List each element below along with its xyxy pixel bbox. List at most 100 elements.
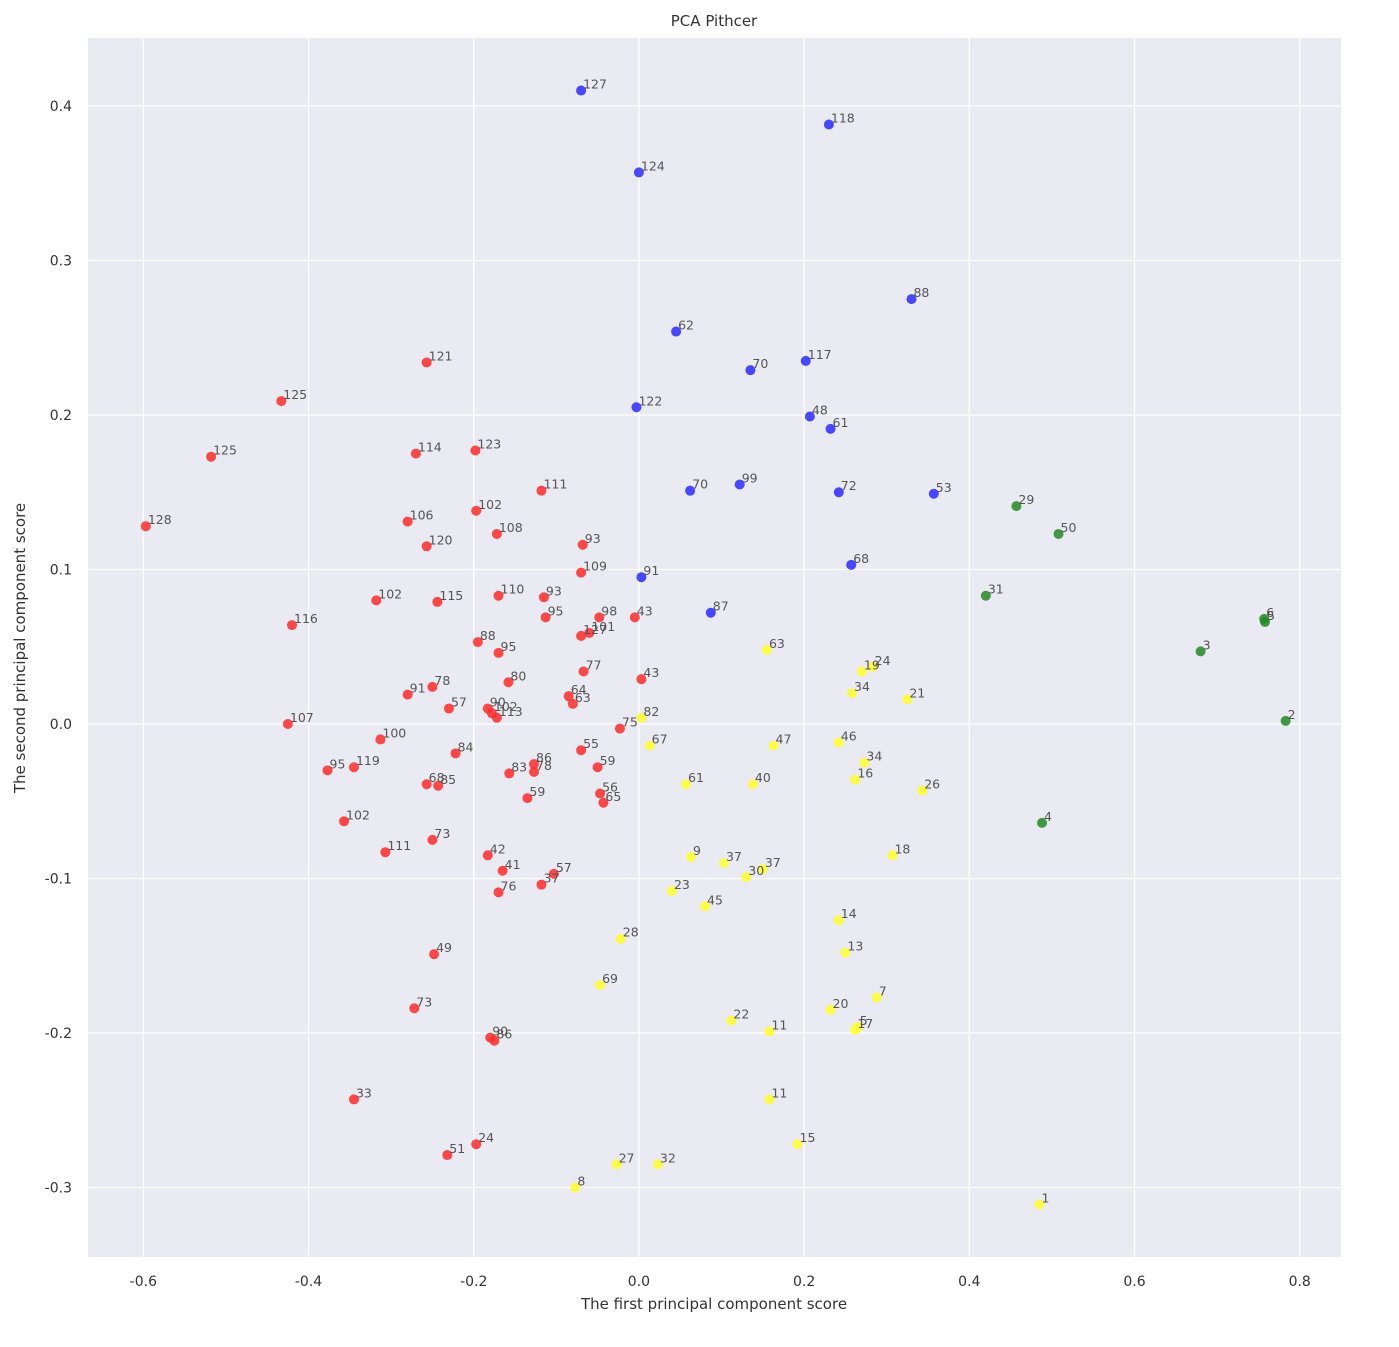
point-label: 70: [692, 477, 708, 492]
point-label: 116: [294, 611, 318, 626]
scatter-point-red: [576, 745, 587, 756]
scatter-point-red: [497, 865, 508, 876]
point-label: 63: [769, 636, 785, 651]
point-label: 57: [556, 860, 572, 875]
scatter-point-yellow: [644, 740, 655, 751]
scatter-point-red: [529, 766, 540, 777]
point-label: 4: [1044, 809, 1052, 824]
point-label: 113: [499, 704, 523, 719]
scatter-point-red: [427, 834, 438, 845]
point-label: 102: [346, 807, 370, 822]
scatter-point-yellow: [768, 740, 779, 751]
scatter-point-yellow: [747, 779, 758, 790]
scatter-point-yellow: [757, 864, 768, 875]
point-label: 15: [800, 1130, 816, 1145]
point-label: 13: [847, 939, 863, 954]
point-label: 34: [866, 749, 882, 764]
point-label: 21: [909, 685, 925, 700]
scatter-point-red: [442, 1150, 453, 1161]
scatter-point-yellow: [764, 1094, 775, 1105]
point-label: 76: [501, 878, 517, 893]
scatter-point-yellow: [666, 885, 677, 896]
scatter-point-red: [282, 718, 293, 729]
scatter-point-red: [421, 357, 432, 368]
scatter-point-yellow: [833, 737, 844, 748]
point-label: 95: [501, 639, 517, 654]
x-tick-label: -0.6: [130, 1274, 157, 1290]
scatter-point-blue: [705, 607, 716, 618]
scatter-point-yellow: [570, 1182, 581, 1193]
scatter-point-red: [276, 396, 287, 407]
point-label: 127: [583, 77, 607, 92]
scatter-point-red: [410, 448, 421, 459]
scatter-point-blue: [800, 355, 811, 366]
scatter-point-red: [472, 637, 483, 648]
point-label: 45: [707, 892, 723, 907]
scatter-point-blue: [825, 423, 836, 434]
scatter-point-yellow: [611, 1159, 622, 1170]
point-label: 88: [913, 285, 929, 300]
scatter-point-red: [503, 677, 514, 688]
scatter-point-blue: [823, 119, 834, 130]
tick-labels: -0.6 -0.4 -0.2 0.0 0.2 0.4 0.6 0.8 -0.3 -0.2 -0.1 0…: [45, 99, 1311, 1290]
point-label: 72: [841, 478, 857, 493]
x-tick-label: 0.6: [1123, 1274, 1145, 1290]
point-label: 100: [382, 725, 406, 740]
point-label: 32: [660, 1150, 676, 1165]
scatter-point-red: [576, 630, 587, 641]
scatter-point-blue: [804, 411, 815, 422]
point-label: 37: [543, 871, 559, 886]
point-label: 78: [434, 673, 450, 688]
point-label: 23: [674, 877, 690, 892]
point-label: 84: [458, 739, 474, 754]
scatter-point-red: [491, 712, 502, 723]
scatter-point-yellow: [859, 757, 870, 768]
scatter-point-blue: [685, 485, 696, 496]
scatter-point-red: [322, 765, 333, 776]
point-label: 122: [638, 393, 662, 408]
x-tick-label: -0.4: [295, 1274, 322, 1290]
point-label: 46: [841, 729, 857, 744]
point-label: 109: [583, 559, 607, 574]
scatter-point-yellow: [595, 980, 606, 991]
scatter-point-yellow: [887, 850, 898, 861]
point-label: 91: [410, 681, 426, 696]
scatter-point-red: [371, 595, 382, 606]
point-label: 11: [771, 1085, 787, 1100]
scatter-point-yellow: [726, 1015, 737, 1026]
scatter-point-yellow: [850, 1024, 861, 1035]
scatter-point-red: [563, 691, 574, 702]
point-label: 106: [410, 508, 434, 523]
point-label: 102: [478, 497, 502, 512]
scatter-point-red: [629, 612, 640, 623]
scatter-point-blue: [734, 479, 745, 490]
point-label: 57: [451, 695, 467, 710]
point-label: 117: [808, 347, 832, 362]
scatter-point-red: [470, 445, 481, 456]
point-label: 93: [585, 531, 601, 546]
scatter-point-red: [409, 1003, 420, 1014]
scatter-point-yellow: [792, 1139, 803, 1150]
scatter-point-red: [380, 847, 391, 858]
point-label: 9: [693, 843, 701, 858]
scatter-point-green: [1011, 501, 1022, 512]
scatter-point-red: [540, 612, 551, 623]
point-label: 61: [688, 770, 704, 785]
scatter-point-red: [421, 541, 432, 552]
point-label: 93: [546, 583, 562, 598]
scatter-point-red: [614, 723, 625, 734]
point-label: 43: [637, 603, 653, 618]
scatter-point-red: [402, 516, 413, 527]
scatter-point-red: [536, 879, 547, 890]
scatter-point-yellow: [761, 644, 772, 655]
scatter-point-red: [287, 620, 298, 631]
point-label: 101: [591, 619, 615, 634]
point-label: 90: [492, 1024, 508, 1039]
scatter-point-red: [493, 887, 504, 898]
point-label: 73: [434, 826, 450, 841]
point-label: 55: [583, 736, 599, 751]
scatter-point-blue: [745, 365, 756, 376]
scatter-point-red: [529, 759, 540, 770]
scatter-point-red: [598, 797, 609, 808]
